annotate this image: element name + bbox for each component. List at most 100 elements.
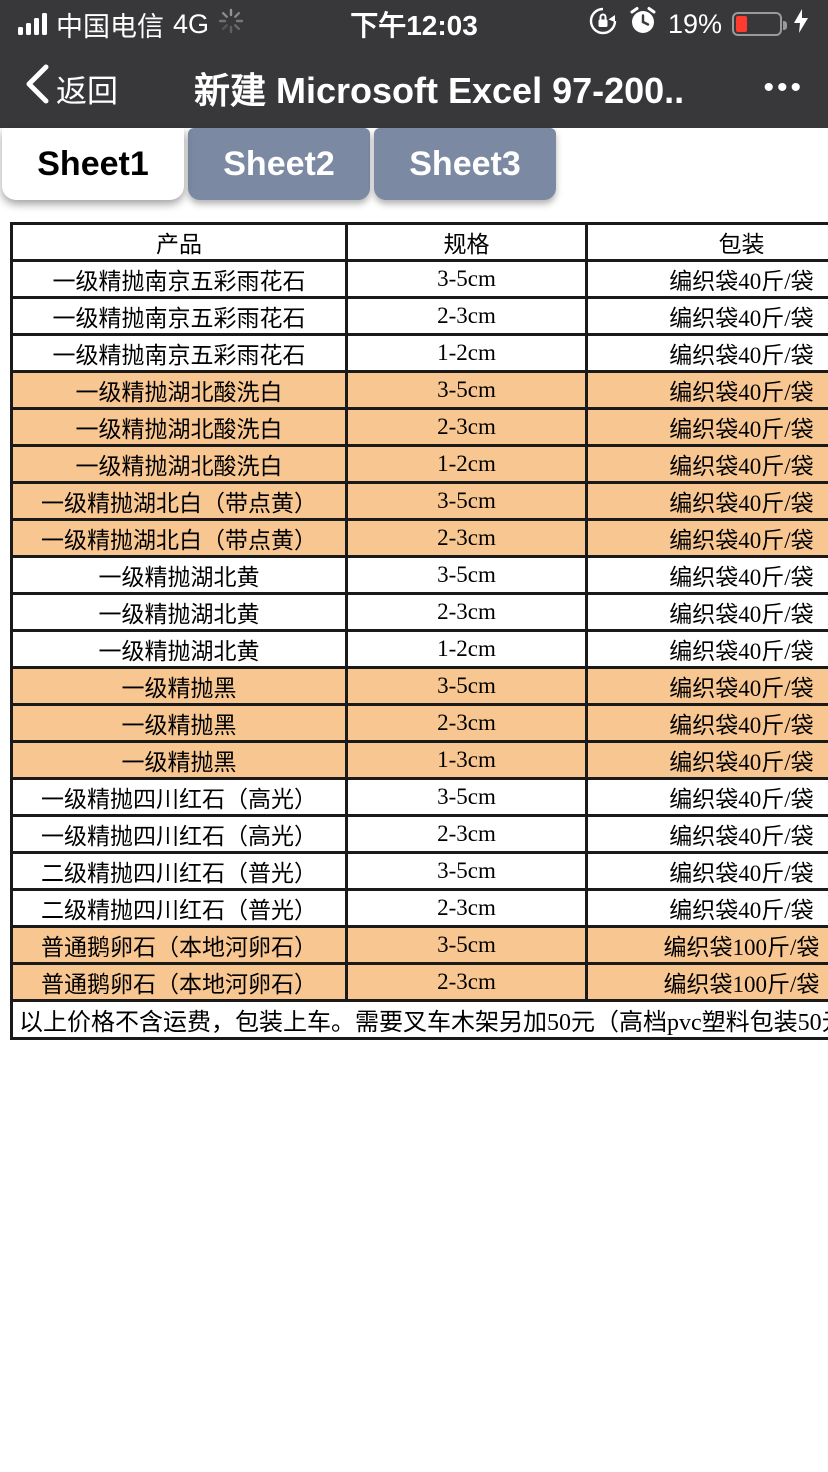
cell-spec: 3-5cm xyxy=(345,370,588,410)
cell-product: 一级精抛黑 xyxy=(10,740,348,780)
header-spec: 规格 xyxy=(345,222,588,262)
cell-product: 一级精抛湖北酸洗白 xyxy=(10,370,348,410)
carrier-label: 中国电信 xyxy=(56,11,164,42)
cell-spec: 2-3cm xyxy=(345,407,588,447)
cell-product: 一级精抛湖北黄 xyxy=(10,592,348,632)
table-row: 一级精抛湖北黄 3-5cm 编织袋40斤/袋 xyxy=(10,555,828,595)
loading-spinner-icon xyxy=(218,8,244,41)
table-row: 一级精抛南京五彩雨花石 1-2cm 编织袋40斤/袋 xyxy=(10,333,828,373)
cell-product: 二级精抛四川红石（普光） xyxy=(10,851,348,891)
price-table: 产品 规格 包装 一级精抛南京五彩雨花石 3-5cm 编织袋40斤/袋 一级精抛南京五… xyxy=(10,222,828,1040)
cell-spec: 2-3cm xyxy=(345,814,588,854)
table-row: 普通鹅卵石（本地河卵石） 2-3cm 编织袋100斤/袋 xyxy=(10,962,828,1002)
cell-product: 一级精抛湖北酸洗白 xyxy=(10,407,348,447)
cell-packaging: 编织袋40斤/袋 xyxy=(585,592,828,632)
table-row: 一级精抛黑 3-5cm 编织袋40斤/袋 xyxy=(10,666,828,706)
cell-spec: 3-5cm xyxy=(345,481,588,521)
cell-packaging: 编织袋40斤/袋 xyxy=(585,333,828,373)
header-product: 产品 xyxy=(10,222,348,262)
cell-packaging: 编织袋40斤/袋 xyxy=(585,703,828,743)
cell-packaging: 编织袋40斤/袋 xyxy=(585,740,828,780)
cell-spec: 1-2cm xyxy=(345,629,588,669)
back-button[interactable]: 返回 xyxy=(24,64,194,112)
cell-product: 二级精抛四川红石（普光） xyxy=(10,888,348,928)
table-header-row: 产品 规格 包装 xyxy=(10,222,828,262)
battery-icon xyxy=(732,12,787,36)
battery-percent-label: 19% xyxy=(667,8,722,39)
table-row: 一级精抛湖北白（带点黄） 2-3cm 编织袋40斤/袋 xyxy=(10,518,828,558)
cell-spec: 2-3cm xyxy=(345,703,588,743)
table-row: 一级精抛湖北黄 1-2cm 编织袋40斤/袋 xyxy=(10,629,828,669)
table-row: 一级精抛南京五彩雨花石 2-3cm 编织袋40斤/袋 xyxy=(10,296,828,336)
table-row: 普通鹅卵石（本地河卵石） 3-5cm 编织袋100斤/袋 xyxy=(10,925,828,965)
cell-packaging: 编织袋40斤/袋 xyxy=(585,555,828,595)
cell-spec: 3-5cm xyxy=(345,555,588,595)
nav-bar: 返回 新建 Microsoft Excel 97-200... ••• xyxy=(0,48,828,128)
cell-spec: 2-3cm xyxy=(345,888,588,928)
cell-packaging: 编织袋40斤/袋 xyxy=(585,259,828,299)
cell-packaging: 编织袋40斤/袋 xyxy=(585,814,828,854)
cell-packaging: 编织袋100斤/袋 xyxy=(585,925,828,965)
sheet-tab-strip: Sheet1 Sheet2 Sheet3 xyxy=(0,128,828,200)
cell-product: 一级精抛湖北白（带点黄） xyxy=(10,518,348,558)
alarm-clock-icon xyxy=(628,6,658,43)
cell-product: 普通鹅卵石（本地河卵石） xyxy=(10,925,348,965)
cell-product: 一级精抛黑 xyxy=(10,666,348,706)
cell-spec: 1-3cm xyxy=(345,740,588,780)
table-row: 一级精抛湖北酸洗白 2-3cm 编织袋40斤/袋 xyxy=(10,407,828,447)
tab-sheet3[interactable]: Sheet3 xyxy=(374,128,556,200)
cell-packaging: 编织袋40斤/袋 xyxy=(585,296,828,336)
clock-label: 下午12:03 xyxy=(350,10,478,41)
tab-sheet2[interactable]: Sheet2 xyxy=(188,128,370,200)
table-row: 一级精抛四川红石（高光） 2-3cm 编织袋40斤/袋 xyxy=(10,814,828,854)
cell-spec: 3-5cm xyxy=(345,666,588,706)
cell-spec: 2-3cm xyxy=(345,518,588,558)
cell-product: 一级精抛湖北黄 xyxy=(10,555,348,595)
table-row: 一级精抛南京五彩雨花石 3-5cm 编织袋40斤/袋 xyxy=(10,259,828,299)
back-label: 返回 xyxy=(56,73,118,109)
network-label: 4G xyxy=(173,8,210,39)
cell-spec: 3-5cm xyxy=(345,851,588,891)
cell-product: 一级精抛黑 xyxy=(10,703,348,743)
table-row: 一级精抛湖北酸洗白 3-5cm 编织袋40斤/袋 xyxy=(10,370,828,410)
spreadsheet-view: 产品 规格 包装 一级精抛南京五彩雨花石 3-5cm 编织袋40斤/袋 一级精抛南京五… xyxy=(10,222,828,1040)
cell-spec: 3-5cm xyxy=(345,259,588,299)
signal-bars-icon xyxy=(18,13,47,35)
cell-packaging: 编织袋40斤/袋 xyxy=(585,481,828,521)
table-row: 二级精抛四川红石（普光） 3-5cm 编织袋40斤/袋 xyxy=(10,851,828,891)
cell-packaging: 编织袋40斤/袋 xyxy=(585,444,828,484)
cell-packaging: 编织袋40斤/袋 xyxy=(585,370,828,410)
cell-packaging: 编织袋40斤/袋 xyxy=(585,851,828,891)
cell-product: 一级精抛南京五彩雨花石 xyxy=(10,296,348,336)
rotation-lock-icon xyxy=(588,6,618,43)
cell-product: 一级精抛四川红石（高光） xyxy=(10,814,348,854)
cell-product: 普通鹅卵石（本地河卵石） xyxy=(10,962,348,1002)
table-row: 一级精抛四川红石（高光） 3-5cm 编织袋40斤/袋 xyxy=(10,777,828,817)
charging-bolt-icon xyxy=(792,8,810,41)
cell-spec: 2-3cm xyxy=(345,592,588,632)
cell-packaging: 编织袋40斤/袋 xyxy=(585,666,828,706)
cell-spec: 2-3cm xyxy=(345,296,588,336)
table-row: 一级精抛黑 2-3cm 编织袋40斤/袋 xyxy=(10,703,828,743)
cell-product: 一级精抛湖北黄 xyxy=(10,629,348,669)
table-row: 一级精抛湖北酸洗白 1-2cm 编织袋40斤/袋 xyxy=(10,444,828,484)
cell-product: 一级精抛南京五彩雨花石 xyxy=(10,333,348,373)
cell-product: 一级精抛四川红石（高光） xyxy=(10,777,348,817)
more-menu-button[interactable]: ••• xyxy=(763,71,804,104)
cell-product: 一级精抛南京五彩雨花石 xyxy=(10,259,348,299)
cell-packaging: 编织袋40斤/袋 xyxy=(585,888,828,928)
cell-packaging: 编织袋40斤/袋 xyxy=(585,518,828,558)
header-packaging: 包装 xyxy=(585,222,828,262)
cell-spec: 1-2cm xyxy=(345,333,588,373)
cell-spec: 3-5cm xyxy=(345,777,588,817)
back-chevron-icon xyxy=(24,64,50,112)
table-row: 一级精抛湖北黄 2-3cm 编织袋40斤/袋 xyxy=(10,592,828,632)
cell-packaging: 编织袋40斤/袋 xyxy=(585,407,828,447)
cell-packaging: 编织袋40斤/袋 xyxy=(585,629,828,669)
cell-product: 一级精抛湖北白（带点黄） xyxy=(10,481,348,521)
cell-spec: 2-3cm xyxy=(345,962,588,1002)
document-title: 新建 Microsoft Excel 97-200... xyxy=(194,70,684,111)
table-row: 一级精抛黑 1-3cm 编织袋40斤/袋 xyxy=(10,740,828,780)
status-bar: 中国电信 4G 下午12:03 xyxy=(0,0,828,48)
tab-sheet1[interactable]: Sheet1 xyxy=(2,128,184,200)
